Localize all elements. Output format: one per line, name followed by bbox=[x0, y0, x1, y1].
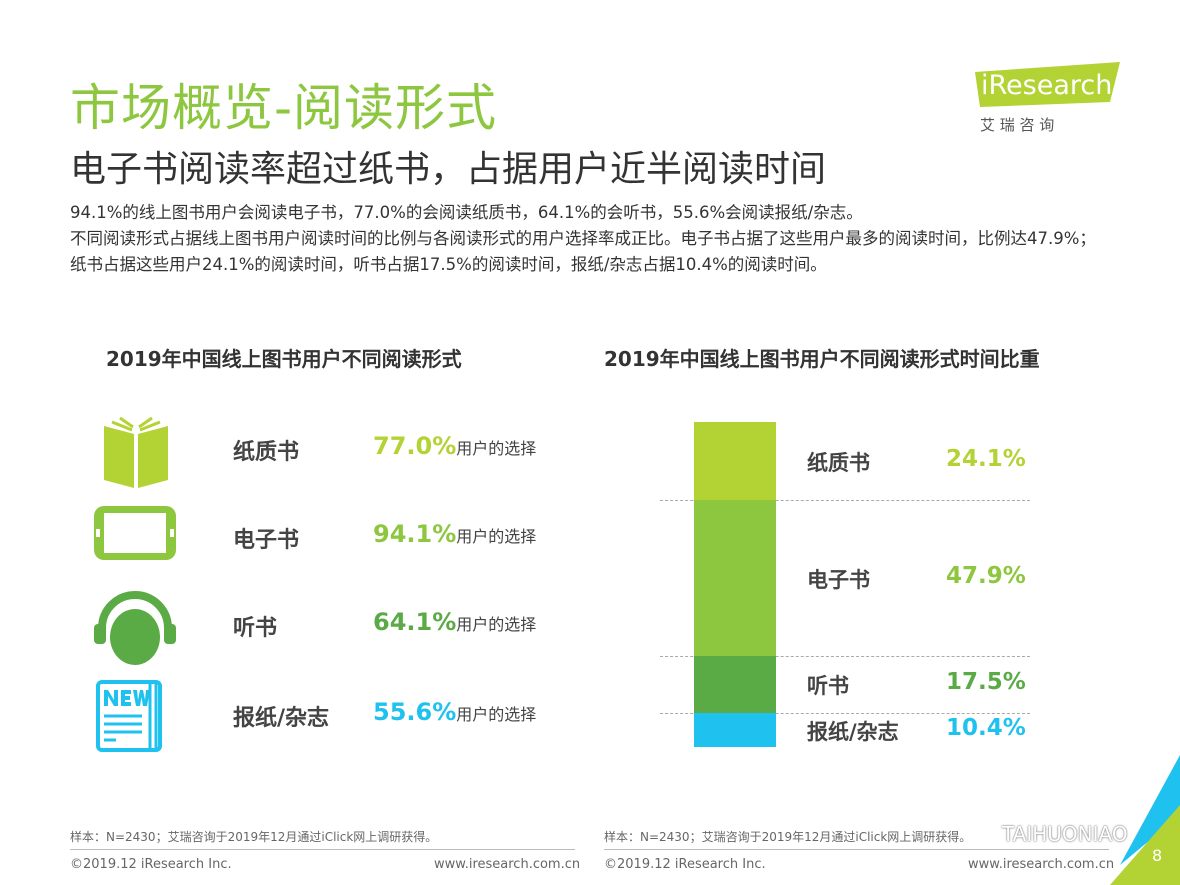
reading-format-row: 报纸/杂志 55.6%用户的选择 bbox=[90, 678, 550, 758]
segment-divider bbox=[660, 500, 1030, 502]
segment-label: 听书 bbox=[807, 674, 849, 699]
format-percentage: 77.0%用户的选择 bbox=[373, 432, 536, 460]
format-label: 听书 bbox=[233, 616, 278, 641]
summary-paragraph: 不同阅读形式占据线上图书用户阅读时间的比例与各阅读形式的用户选择率成正比。电子书… bbox=[70, 229, 1096, 274]
segment-value: 24.1% bbox=[946, 446, 1026, 473]
format-label: 电子书 bbox=[233, 528, 300, 553]
reading-format-row: 纸质书 77.0%用户的选择 bbox=[90, 412, 550, 492]
reading-format-row: 听书 64.1%用户的选择 bbox=[90, 588, 550, 668]
page-subtitle: 电子书阅读率超过纸书，占据用户近半阅读时间 bbox=[70, 149, 827, 190]
divider bbox=[604, 849, 1109, 850]
percentage-value: 94.1% bbox=[373, 520, 457, 548]
chart1-title: 2019年中国线上图书用户不同阅读形式 bbox=[106, 347, 462, 371]
summary-text: 94.1%的线上图书用户会阅读电子书，77.0%的会阅读纸质书，64.1%的会听… bbox=[70, 200, 1110, 278]
format-label: 纸质书 bbox=[233, 440, 300, 465]
iresearch-logo: iResearch 艾 瑞 咨 询 bbox=[975, 62, 1125, 137]
page-number: 8 bbox=[1152, 846, 1163, 865]
copyright: ©2019.12 iResearch Inc. bbox=[70, 857, 232, 872]
corner-decoration-icon bbox=[1110, 755, 1180, 885]
chart2-title: 2019年中国线上图书用户不同阅读形式时间比重 bbox=[604, 347, 1040, 371]
format-label: 报纸/杂志 bbox=[233, 706, 330, 731]
percentage-suffix: 用户的选择 bbox=[456, 615, 537, 634]
segment-label: 报纸/杂志 bbox=[807, 719, 899, 744]
percentage-value: 55.6% bbox=[373, 698, 457, 726]
percentage-suffix: 用户的选择 bbox=[456, 705, 537, 724]
source-note: 样本：N=2430；艾瑞咨询于2019年12月通过iClick网上调研获得。 bbox=[70, 830, 438, 844]
headphones-icon bbox=[90, 588, 180, 668]
segment-label: 纸质书 bbox=[807, 451, 870, 476]
open-book-icon bbox=[90, 412, 180, 492]
percentage-value: 77.0% bbox=[373, 432, 457, 460]
logo-brand: iResearch bbox=[981, 70, 1113, 101]
stacked-bar-segment bbox=[694, 500, 776, 656]
stacked-bar-segment bbox=[694, 422, 776, 501]
segment-divider bbox=[660, 656, 1030, 657]
logo-banner-icon bbox=[975, 62, 1120, 107]
page-title: 市场概览-阅读形式 bbox=[70, 79, 498, 137]
website-link[interactable]: www.iresearch.com.cn bbox=[434, 857, 581, 872]
watermark: TAIHUONIAO bbox=[1002, 822, 1128, 846]
segment-value: 47.9% bbox=[946, 563, 1026, 590]
percentage-suffix: 用户的选择 bbox=[456, 527, 537, 546]
summary-paragraph: 94.1%的线上图书用户会阅读电子书，77.0%的会阅读纸质书，64.1%的会听… bbox=[70, 203, 863, 222]
source-note: 样本：N=2430；艾瑞咨询于2019年12月通过iClick网上调研获得。 bbox=[604, 830, 972, 844]
copyright: ©2019.12 iResearch Inc. bbox=[604, 857, 766, 872]
divider bbox=[70, 849, 575, 850]
format-percentage: 64.1%用户的选择 bbox=[373, 608, 536, 636]
segment-divider bbox=[660, 712, 1030, 714]
percentage-suffix: 用户的选择 bbox=[456, 439, 537, 458]
reading-format-row: 电子书 94.1%用户的选择 bbox=[90, 500, 550, 580]
stacked-bar-segment bbox=[694, 712, 776, 747]
logo-chinese-name: 艾 瑞 咨 询 bbox=[980, 116, 1055, 134]
segment-label: 电子书 bbox=[807, 568, 870, 593]
stacked-bar-segment bbox=[694, 656, 776, 713]
segment-value: 17.5% bbox=[946, 669, 1026, 696]
segment-value: 10.4% bbox=[946, 714, 1026, 741]
format-percentage: 55.6%用户的选择 bbox=[373, 698, 536, 726]
newspaper-icon bbox=[90, 678, 180, 758]
tablet-icon bbox=[90, 500, 180, 580]
format-percentage: 94.1%用户的选择 bbox=[373, 520, 536, 548]
website-link[interactable]: www.iresearch.com.cn bbox=[968, 857, 1115, 872]
percentage-value: 64.1% bbox=[373, 608, 457, 636]
